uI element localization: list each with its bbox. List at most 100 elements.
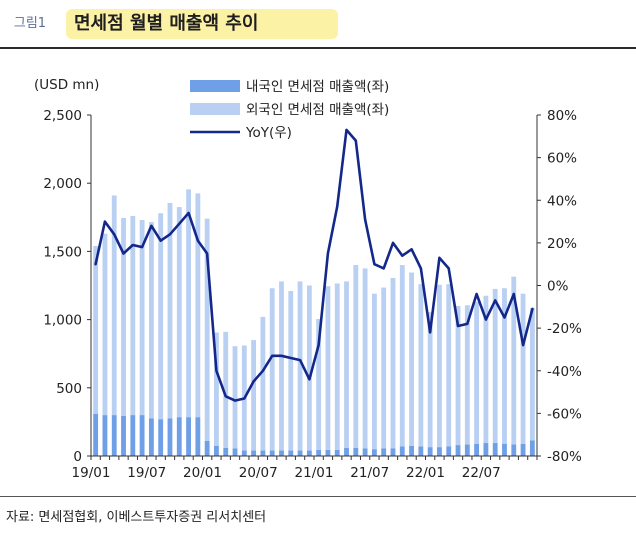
bar-domestic xyxy=(409,445,414,456)
legend: 내국인 면세점 매출액(좌) 외국인 면세점 매출액(좌) YoY(우) xyxy=(190,79,389,141)
bar-domestic xyxy=(232,448,238,456)
footer-rule xyxy=(0,496,636,497)
bar-domestic xyxy=(502,443,507,456)
bar-foreign xyxy=(260,316,266,451)
bar-foreign xyxy=(306,285,312,451)
yoy-line xyxy=(94,128,534,402)
bar-foreign xyxy=(446,284,452,447)
right-tick-label: 20% xyxy=(547,236,577,252)
bar-domestic xyxy=(464,444,470,456)
x-tick-label: 21/01 xyxy=(295,465,334,481)
bar-domestic xyxy=(93,413,99,456)
bar-domestic xyxy=(186,417,191,456)
x-tick-label: 21/07 xyxy=(350,465,389,481)
bar-domestic xyxy=(214,445,219,456)
bar-domestic xyxy=(492,443,498,456)
x-tick-label: 22/01 xyxy=(406,465,445,481)
right-tick-label: 40% xyxy=(547,193,577,209)
bar-domestic xyxy=(362,448,368,456)
bar-domestic xyxy=(418,446,424,456)
bar-foreign xyxy=(502,288,507,444)
bar-domestic xyxy=(399,446,405,456)
bar-foreign xyxy=(148,222,154,419)
axes-group: 0 500 1,000 1,500 2,000 2,500 (USD mn) -80% -60%… xyxy=(34,77,582,481)
right-tick-label: -40% xyxy=(547,364,582,380)
legend-label-foreign: 외국인 면세점 매출액(좌) xyxy=(246,102,389,118)
bar-domestic xyxy=(474,443,480,456)
bar-foreign xyxy=(139,220,145,416)
bars-group xyxy=(93,189,535,456)
legend-swatch-domestic xyxy=(190,80,240,92)
bar-domestic xyxy=(279,450,284,456)
bar-domestic xyxy=(251,450,257,456)
bar-domestic xyxy=(427,447,433,456)
bar-foreign xyxy=(362,268,368,449)
right-tick-label: 0% xyxy=(547,279,569,295)
title-highlight xyxy=(66,9,338,39)
bar-foreign xyxy=(269,288,275,451)
bar-domestic xyxy=(297,450,303,456)
left-tick-label: 2,000 xyxy=(43,176,82,192)
bar-foreign xyxy=(214,332,219,446)
bar-domestic xyxy=(130,415,136,456)
bar-domestic xyxy=(195,417,201,456)
chart-area: 0 500 1,000 1,500 2,000 2,500 (USD mn) -80% -60%… xyxy=(34,77,582,481)
bar-foreign xyxy=(288,290,294,451)
bar-foreign xyxy=(427,312,433,448)
bar-domestic xyxy=(446,446,452,456)
bar-foreign xyxy=(158,213,164,420)
right-tick-label: 80% xyxy=(547,108,577,124)
bar-foreign xyxy=(93,245,99,414)
bar-foreign xyxy=(511,276,517,445)
right-tick-label: -60% xyxy=(547,406,582,422)
bar-foreign xyxy=(529,308,535,441)
bar-domestic xyxy=(334,449,340,456)
bar-domestic xyxy=(139,415,145,456)
bar-domestic xyxy=(483,443,489,456)
yoy-line-group xyxy=(94,128,534,402)
bar-domestic xyxy=(306,450,312,456)
header-rule xyxy=(0,47,636,49)
bar-domestic xyxy=(371,449,377,456)
bar-domestic xyxy=(344,447,349,456)
x-tick-label: 22/07 xyxy=(462,465,501,481)
chart-title: 면세점 월별 매출액 추이 xyxy=(74,13,259,34)
right-tick-label: -80% xyxy=(547,449,582,465)
bar-foreign xyxy=(251,340,257,451)
bar-domestic xyxy=(269,450,275,456)
bar-foreign xyxy=(232,346,238,449)
bar-foreign xyxy=(279,281,284,451)
bar-domestic xyxy=(353,447,359,456)
bar-foreign xyxy=(371,293,377,450)
bar-foreign xyxy=(121,217,126,416)
left-units-label: (USD mn) xyxy=(34,77,99,93)
bar-domestic xyxy=(381,448,387,456)
bar-domestic xyxy=(102,415,108,456)
bar-foreign xyxy=(409,272,414,446)
bar-domestic xyxy=(390,448,396,456)
figure-number: 그림1 xyxy=(4,12,56,36)
legend-label-domestic: 내국인 면세점 매출액(좌) xyxy=(246,79,389,95)
bar-foreign xyxy=(390,277,396,449)
bar-foreign xyxy=(316,318,322,450)
bar-foreign xyxy=(464,305,470,445)
bar-domestic xyxy=(437,447,442,456)
bar-foreign xyxy=(492,288,498,444)
bar-foreign xyxy=(223,331,229,448)
bar-domestic xyxy=(325,449,331,456)
x-tick-label: 19/01 xyxy=(72,465,111,481)
right-tick-label: 60% xyxy=(547,151,577,167)
bar-foreign xyxy=(167,202,173,419)
figure-header: 그림1 면세점 월별 매출액 추이 xyxy=(0,0,636,46)
bar-domestic xyxy=(520,443,526,456)
bar-foreign xyxy=(381,287,387,449)
left-tick-label: 1,500 xyxy=(43,244,82,260)
bar-foreign xyxy=(344,281,349,448)
bar-foreign xyxy=(297,281,303,451)
bar-foreign xyxy=(325,286,331,450)
source-note: 자료: 면세점협회, 이베스트투자증권 리서치센터 xyxy=(6,510,267,525)
x-tick-label: 19/07 xyxy=(127,465,166,481)
bar-foreign xyxy=(437,284,442,448)
bar-foreign xyxy=(195,193,201,418)
bar-domestic xyxy=(241,450,247,456)
